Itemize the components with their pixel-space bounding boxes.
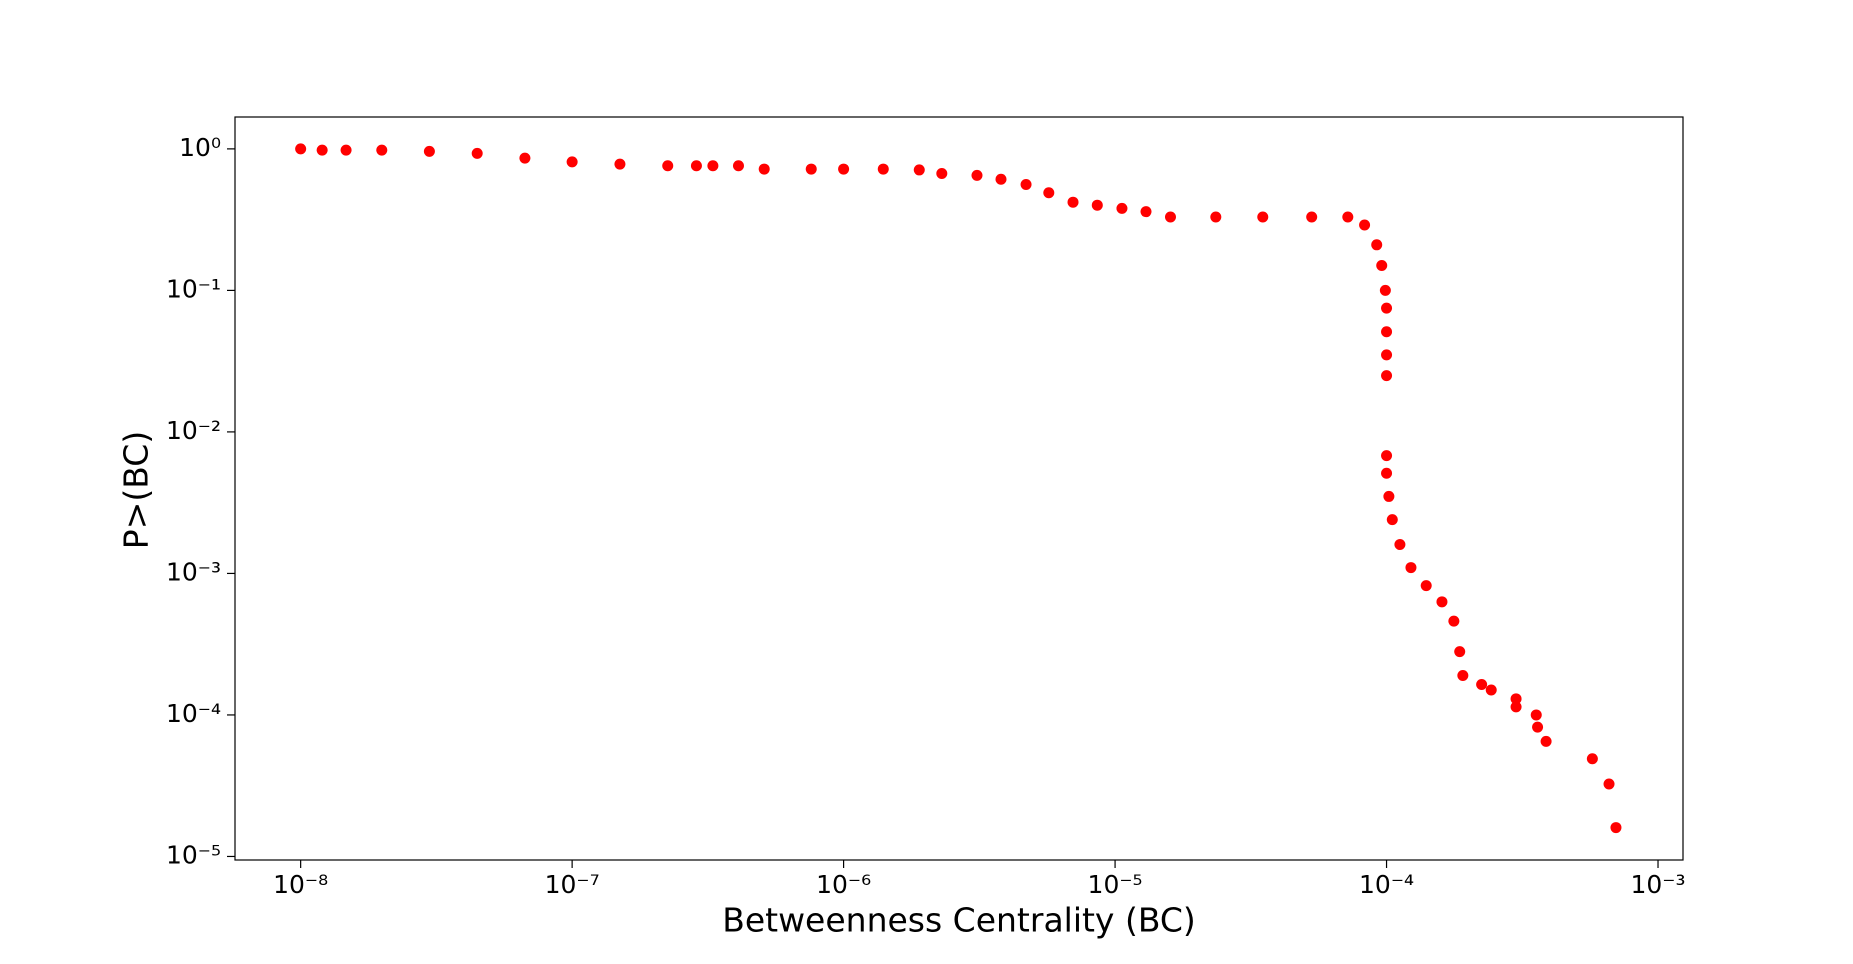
data-point [1381, 326, 1393, 338]
data-point [1394, 539, 1406, 551]
data-point [1342, 211, 1354, 223]
data-point [1530, 709, 1542, 721]
x-tick-label: 10⁻⁷ [545, 870, 600, 899]
data-point [971, 169, 983, 181]
data-point [1379, 284, 1391, 296]
data-point [1610, 822, 1622, 834]
data-point [1457, 669, 1469, 681]
x-tick-label: 10⁻⁶ [816, 870, 871, 899]
data-point [1510, 701, 1522, 713]
data-point [805, 163, 817, 175]
data-point [838, 163, 850, 175]
data-point [1448, 615, 1460, 627]
data-point [1485, 684, 1497, 696]
data-point [376, 144, 388, 156]
data-point [519, 152, 531, 164]
data-point [1381, 302, 1393, 314]
data-point [1359, 219, 1371, 231]
data-point [1306, 211, 1318, 223]
data-point [707, 160, 719, 172]
data-point [1586, 753, 1598, 765]
data-point [1510, 693, 1522, 705]
data-point [1210, 211, 1222, 223]
x-axis-label: Betweenness Centrality (BC) [722, 901, 1196, 940]
data-point [1386, 514, 1398, 526]
data-point [1067, 196, 1079, 208]
data-point [995, 173, 1007, 185]
data-point [1043, 187, 1055, 199]
data-point [1381, 467, 1393, 479]
y-tick-label: 10⁻² [166, 416, 221, 445]
data-point [1383, 490, 1395, 502]
data-point [662, 160, 674, 172]
y-tick-label: 10⁻⁵ [166, 840, 221, 869]
data-point [1405, 562, 1417, 574]
y-axis-label: P>(BC) [117, 431, 156, 549]
x-tick-label: 10⁻⁴ [1359, 870, 1414, 899]
plot-frame [234, 116, 1684, 861]
data-point [1381, 450, 1393, 462]
x-tick-label: 10⁻³ [1631, 870, 1686, 899]
data-point [758, 163, 770, 175]
data-point [936, 167, 948, 179]
data-point [877, 163, 889, 175]
x-tick-label: 10⁻⁸ [273, 870, 328, 899]
data-point [1371, 239, 1383, 251]
data-point [340, 144, 352, 156]
y-tick-label: 10⁰ [179, 133, 221, 162]
y-tick-label: 10⁻³ [166, 557, 221, 586]
data-point [1381, 370, 1393, 382]
data-point [1020, 179, 1032, 191]
data-point [1381, 349, 1393, 361]
data-point [1257, 211, 1269, 223]
data-point [1436, 596, 1448, 608]
data-point [1454, 646, 1466, 658]
data-point [1603, 778, 1615, 790]
data-point [1116, 202, 1128, 214]
y-tick-label: 10⁻¹ [166, 274, 221, 303]
data-point [732, 160, 744, 172]
data-point [913, 164, 925, 176]
data-point [690, 160, 702, 172]
data-point [614, 158, 626, 170]
data-point [316, 144, 328, 156]
x-tick-label: 10⁻⁵ [1088, 870, 1143, 899]
data-point [1540, 735, 1552, 747]
data-point [471, 147, 483, 159]
data-point [295, 143, 307, 155]
data-point [1376, 259, 1388, 271]
data-point [566, 156, 578, 168]
data-point [1164, 211, 1176, 223]
data-point [423, 145, 435, 157]
y-tick-label: 10⁻⁴ [166, 699, 221, 728]
data-point [1091, 199, 1103, 211]
data-point [1476, 679, 1488, 691]
data-point [1420, 580, 1432, 592]
data-point [1140, 206, 1152, 218]
data-point [1532, 721, 1544, 733]
